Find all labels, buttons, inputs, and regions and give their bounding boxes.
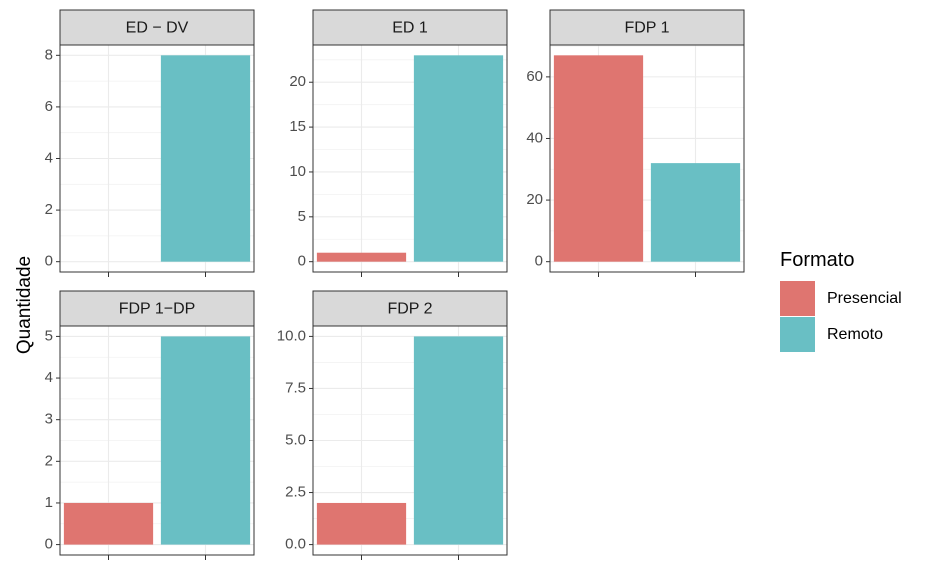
legend: Formato Presencial Remoto: [780, 249, 902, 352]
y-tick-label: 3: [45, 411, 53, 428]
facet-title: FDP 1: [624, 20, 669, 37]
legend-label-presencial: Presencial: [827, 290, 902, 307]
bar-remoto: [160, 55, 251, 262]
bar-presencial: [63, 502, 154, 545]
facet-panel: FDP 1 0 20 40 60: [526, 9, 745, 277]
y-tick-label: 8: [45, 46, 53, 63]
y-tick-label: 1: [45, 494, 53, 511]
legend-label-remoto: Remoto: [827, 326, 883, 343]
y-tick-label: 10.0: [277, 327, 306, 344]
bar-presencial: [316, 502, 407, 545]
facet-strip: [549, 9, 745, 46]
facet-title: FDP 2: [387, 301, 432, 318]
bar-remoto: [160, 336, 251, 545]
facet-strip: [59, 9, 255, 46]
y-tick-label: 60: [526, 68, 543, 85]
y-tick-label: 10: [289, 163, 306, 180]
facet-strip: [59, 290, 255, 327]
y-tick-label: 0: [535, 253, 543, 270]
panel-border: [312, 44, 508, 273]
y-tick-label: 20: [526, 191, 543, 208]
y-tick-label: 2: [45, 201, 53, 218]
facet-panel: ED − DV 0 2 4 6 8: [45, 9, 255, 277]
y-tick-label: 2.5: [285, 484, 306, 501]
facet-panel: FDP 1−DP 0 1 2 3 4 5: [45, 290, 255, 560]
facet-strip: [312, 9, 508, 46]
bar-remoto: [413, 336, 504, 545]
facet-strip: [312, 290, 508, 327]
y-tick-label: 4: [45, 369, 53, 386]
facet-title: ED − DV: [126, 20, 189, 37]
bar-remoto: [413, 55, 504, 262]
y-axis-label: Quantidade: [14, 256, 35, 354]
y-tick-label: 0: [45, 536, 53, 553]
legend-title: Formato: [780, 249, 854, 271]
y-tick-label: 0: [45, 253, 53, 270]
legend-key-remoto: [780, 317, 815, 352]
y-tick-label: 5: [298, 208, 306, 225]
facet-panel: ED 1 0 5 10 15 20: [289, 9, 508, 277]
bar-presencial: [316, 252, 407, 262]
y-tick-label: 7.5: [285, 379, 306, 396]
y-tick-label: 15: [289, 118, 306, 135]
facet-panel: FDP 2 0.0 2.5 5.0 7.5 10.0: [277, 290, 508, 560]
y-tick-label: 5.0: [285, 431, 306, 448]
panel-border: [549, 44, 745, 273]
y-tick-label: 2: [45, 452, 53, 469]
bar-remoto: [650, 163, 741, 262]
y-tick-label: 4: [45, 149, 53, 166]
facet-title: ED 1: [392, 20, 428, 37]
y-tick-label: 20: [289, 73, 306, 90]
bar-presencial: [553, 55, 644, 262]
facet-title: FDP 1−DP: [119, 301, 196, 318]
y-tick-label: 5: [45, 327, 53, 344]
y-tick-label: 0.0: [285, 536, 306, 553]
y-tick-label: 0: [298, 253, 306, 270]
panel-border: [59, 325, 255, 556]
legend-key-presencial: [780, 281, 815, 316]
y-tick-label: 40: [526, 129, 543, 146]
y-tick-label: 6: [45, 98, 53, 115]
